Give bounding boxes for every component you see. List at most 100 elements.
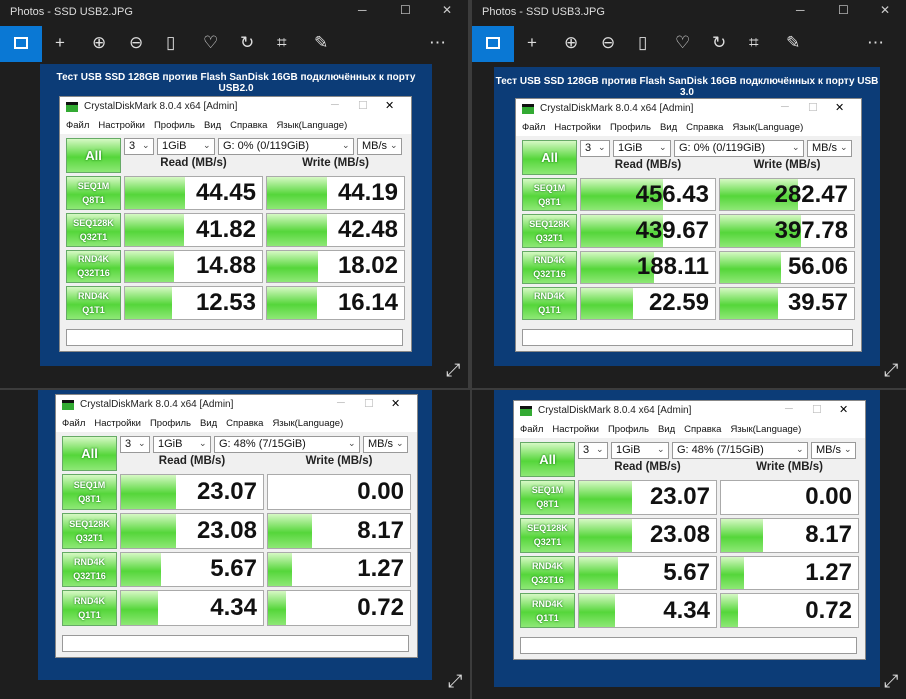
dropdown[interactable]: 3 ⌄ — [578, 442, 608, 459]
all-button[interactable]: All — [62, 436, 117, 471]
window-control[interactable]: ─ — [796, 3, 805, 17]
menu-item[interactable]: Настройки — [552, 424, 599, 435]
test-button[interactable]: RND4K Q32T16 — [62, 551, 117, 588]
dropdown[interactable]: 3 ⌄ — [580, 140, 610, 157]
toolbar-button[interactable]: ⋯ — [867, 33, 884, 52]
menu-item[interactable]: Файл — [66, 120, 90, 131]
dropdown[interactable]: MB/s ⌄ — [807, 140, 852, 157]
photo-tab[interactable] — [472, 26, 514, 62]
toolbar-button[interactable]: ⊖ — [601, 33, 616, 52]
toolbar-button[interactable]: ▯ — [166, 33, 176, 52]
test-button[interactable]: SEQ128K Q32T1 — [520, 517, 575, 553]
toolbar-button[interactable]: ↻ — [240, 33, 255, 52]
menu-item[interactable]: Справка — [230, 120, 268, 131]
window-control[interactable]: ✕ — [385, 100, 395, 112]
toolbar-button[interactable]: ⌗ — [277, 33, 287, 52]
test-button[interactable]: RND4K Q32T16 — [522, 250, 577, 284]
menu-item[interactable]: Вид — [199, 418, 218, 429]
all-button[interactable]: All — [520, 442, 575, 477]
window-control[interactable]: ─ — [781, 101, 789, 113]
expand-button[interactable]: ⤢ — [884, 360, 899, 380]
toolbar-button[interactable]: ⌗ — [749, 33, 759, 52]
dropdown[interactable]: G: 0% (0/119GiB) ⌄ — [674, 140, 804, 157]
window-control[interactable]: ☐ — [364, 398, 374, 410]
test-button[interactable]: RND4K Q1T1 — [522, 286, 577, 320]
dropdown[interactable]: G: 48% (7/15GiB) ⌄ — [672, 442, 808, 459]
dropdown[interactable]: MB/s ⌄ — [363, 436, 408, 453]
test-button[interactable]: SEQ128K Q32T1 — [66, 212, 121, 247]
all-button[interactable]: All — [66, 138, 121, 173]
window-control[interactable]: ☐ — [358, 100, 368, 112]
toolbar-button[interactable]: ✎ — [314, 33, 329, 52]
menu-item[interactable]: Профиль — [609, 122, 651, 133]
toolbar-button[interactable]: ⊕ — [564, 33, 579, 52]
menu-item[interactable]: Вид — [657, 424, 676, 435]
toolbar-button[interactable]: ⊖ — [129, 33, 144, 52]
toolbar-button[interactable]: + — [527, 33, 537, 52]
menu-item[interactable]: Язык(Language) — [730, 424, 802, 435]
menu-item[interactable]: Профиль — [153, 120, 195, 131]
window-control[interactable]: ✕ — [835, 102, 845, 114]
window-control[interactable]: ✕ — [391, 398, 401, 410]
menu-item[interactable]: Справка — [684, 424, 722, 435]
test-button[interactable]: SEQ1M Q8T1 — [62, 474, 117, 510]
menu-item[interactable]: Настройки — [554, 122, 601, 133]
toolbar-button[interactable]: + — [55, 33, 65, 52]
window-control[interactable]: ☐ — [838, 3, 849, 17]
dropdown[interactable]: 3 ⌄ — [124, 138, 154, 155]
window-control[interactable]: ☐ — [400, 3, 411, 17]
test-button[interactable]: SEQ1M Q8T1 — [522, 178, 577, 212]
comment-box[interactable] — [520, 637, 857, 654]
expand-button[interactable]: ⤢ — [448, 671, 463, 691]
window-control[interactable]: ✕ — [442, 3, 453, 17]
dropdown[interactable]: MB/s ⌄ — [357, 138, 402, 155]
dropdown[interactable]: 1GiB ⌄ — [153, 436, 211, 453]
toolbar-button[interactable]: ♡ — [203, 33, 219, 52]
menu-item[interactable]: Настройки — [98, 120, 145, 131]
toolbar-button[interactable]: ⊕ — [92, 33, 107, 52]
menu-item[interactable]: Справка — [226, 418, 264, 429]
comment-box[interactable] — [62, 635, 409, 652]
test-button[interactable]: SEQ128K Q32T1 — [522, 214, 577, 248]
dropdown[interactable]: 3 ⌄ — [120, 436, 150, 453]
window-control[interactable]: ✕ — [880, 3, 891, 17]
menu-item[interactable]: Язык(Language) — [732, 122, 804, 133]
test-button[interactable]: SEQ1M Q8T1 — [66, 176, 121, 210]
dropdown[interactable]: 1GiB ⌄ — [611, 442, 669, 459]
expand-button[interactable]: ⤢ — [884, 671, 899, 691]
dropdown[interactable]: MB/s ⌄ — [811, 442, 856, 459]
menu-item[interactable]: Профиль — [149, 418, 191, 429]
all-button[interactable]: All — [522, 140, 577, 175]
toolbar-button[interactable]: ⋯ — [429, 33, 446, 52]
toolbar-button[interactable]: ✎ — [786, 33, 801, 52]
window-control[interactable]: ─ — [358, 3, 367, 17]
dropdown[interactable]: G: 48% (7/15GiB) ⌄ — [214, 436, 360, 453]
window-control[interactable]: ─ — [331, 99, 339, 111]
test-button[interactable]: SEQ1M Q8T1 — [520, 480, 575, 515]
window-control[interactable]: ─ — [785, 403, 793, 415]
expand-button[interactable]: ⤢ — [446, 360, 461, 380]
comment-box[interactable] — [66, 329, 403, 346]
menu-item[interactable]: Файл — [62, 418, 86, 429]
window-control[interactable]: ─ — [337, 397, 345, 409]
test-button[interactable]: RND4K Q1T1 — [66, 286, 121, 320]
test-button[interactable]: RND4K Q32T16 — [520, 555, 575, 591]
menu-item[interactable]: Файл — [520, 424, 544, 435]
dropdown[interactable]: 1GiB ⌄ — [157, 138, 215, 155]
menu-item[interactable]: Вид — [203, 120, 222, 131]
toolbar-button[interactable]: ▯ — [638, 33, 648, 52]
dropdown[interactable]: 1GiB ⌄ — [613, 140, 671, 157]
menu-item[interactable]: Файл — [522, 122, 546, 133]
test-button[interactable]: RND4K Q1T1 — [62, 590, 117, 626]
window-control[interactable]: ☐ — [808, 102, 818, 114]
menu-item[interactable]: Настройки — [94, 418, 141, 429]
menu-item[interactable]: Профиль — [607, 424, 649, 435]
window-control[interactable]: ✕ — [839, 404, 849, 416]
comment-box[interactable] — [522, 329, 853, 346]
test-button[interactable]: SEQ128K Q32T1 — [62, 512, 117, 549]
test-button[interactable]: RND4K Q32T16 — [66, 249, 121, 284]
toolbar-button[interactable]: ♡ — [675, 33, 691, 52]
dropdown[interactable]: G: 0% (0/119GiB) ⌄ — [218, 138, 354, 155]
toolbar-button[interactable]: ↻ — [712, 33, 727, 52]
photo-tab[interactable] — [0, 26, 42, 62]
